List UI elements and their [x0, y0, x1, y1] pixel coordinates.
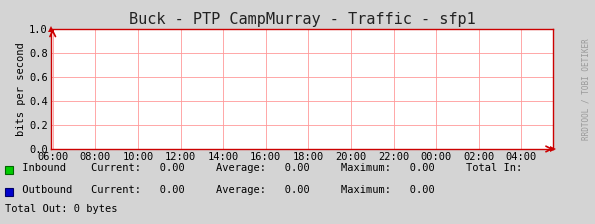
Bar	[5, 166, 13, 174]
Title: Buck - PTP CampMurray - Traffic - sfp1: Buck - PTP CampMurray - Traffic - sfp1	[129, 12, 475, 27]
Bar	[5, 188, 13, 196]
Text: RRDTOOL / TOBI OETIKER: RRDTOOL / TOBI OETIKER	[582, 39, 591, 140]
Text: Outbound   Current:   0.00     Average:   0.00     Maximum:   0.00: Outbound Current: 0.00 Average: 0.00 Max…	[16, 185, 435, 195]
Text: Total Out: 0 bytes: Total Out: 0 bytes	[5, 204, 117, 214]
Y-axis label: bits per second: bits per second	[16, 42, 26, 136]
Text: Inbound    Current:   0.00     Average:   0.00     Maximum:   0.00     Total In:: Inbound Current: 0.00 Average: 0.00 Maxi…	[16, 163, 522, 173]
